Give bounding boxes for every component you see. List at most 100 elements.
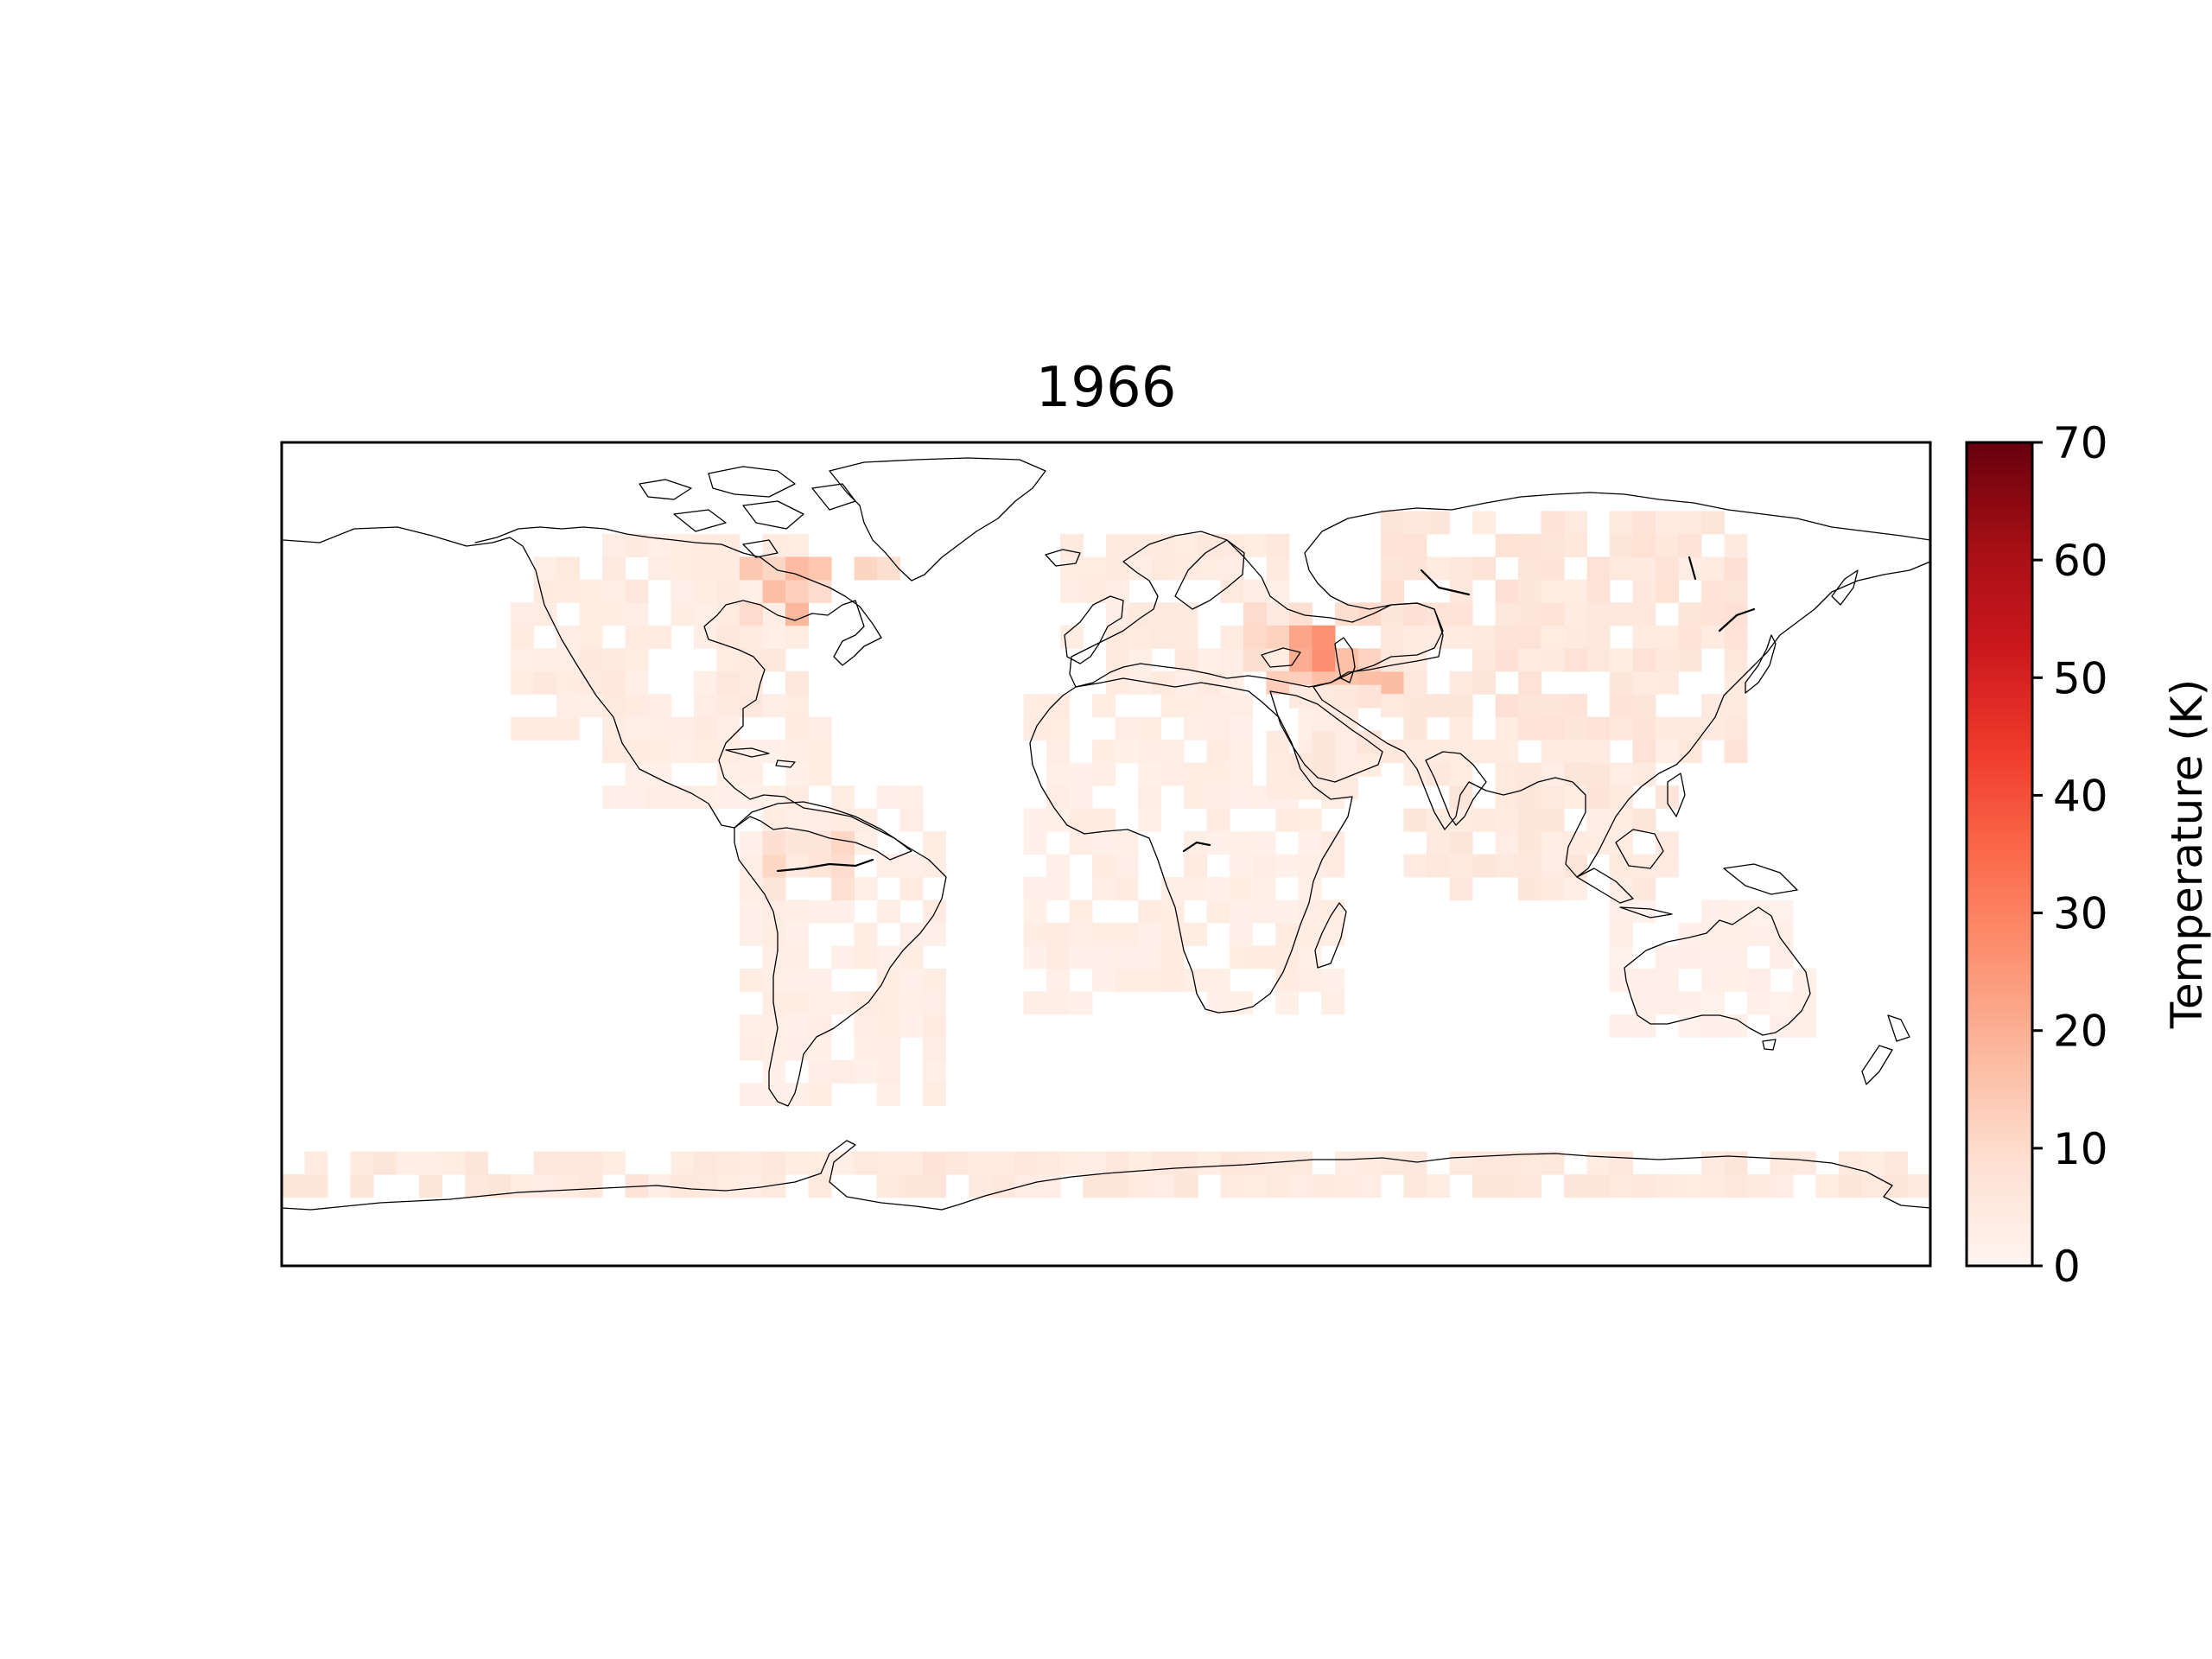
heat-cell xyxy=(1518,579,1541,603)
heat-cell xyxy=(1724,556,1748,581)
heat-cell xyxy=(1564,785,1587,810)
heat-cell xyxy=(1610,831,1633,855)
heat-cell xyxy=(1335,684,1358,709)
heat-cell xyxy=(1495,716,1519,741)
heat-cell xyxy=(1632,579,1656,603)
heat-cell xyxy=(1174,533,1198,557)
heat-cell xyxy=(785,945,809,969)
heat-cell xyxy=(1230,740,1254,764)
heat-cell xyxy=(671,1174,695,1198)
heat-cell xyxy=(1770,1014,1794,1038)
coast-australia xyxy=(1624,906,1811,1036)
heat-cell xyxy=(877,556,900,581)
heat-cell xyxy=(1092,740,1116,764)
heat-cell xyxy=(533,1174,557,1198)
heat-cell xyxy=(716,1151,741,1175)
heat-cell xyxy=(1115,877,1139,900)
heat-cell xyxy=(1610,808,1633,832)
heat-cell xyxy=(1632,694,1656,718)
heat-cell xyxy=(1770,899,1794,924)
heat-cell xyxy=(1885,1174,1908,1198)
heat-cell xyxy=(1427,694,1450,718)
heat-cell xyxy=(671,533,695,557)
heat-cell xyxy=(785,1037,809,1061)
heat-cell xyxy=(831,899,855,924)
river-amazon xyxy=(776,858,874,873)
heat-cell xyxy=(1014,1151,1038,1175)
river-asia-1 xyxy=(1420,569,1471,596)
heat-cell xyxy=(1747,991,1770,1015)
heat-cell xyxy=(1610,556,1633,581)
heat-cell xyxy=(694,533,717,557)
heat-cell xyxy=(1357,1174,1382,1198)
heat-cell xyxy=(1206,808,1230,832)
heat-cell xyxy=(1230,831,1254,855)
heat-cell xyxy=(1275,945,1300,969)
heat-cell xyxy=(1220,671,1244,695)
heat-cell xyxy=(1230,877,1254,900)
heat-cell xyxy=(1069,899,1093,924)
heat-cell xyxy=(1243,579,1267,603)
heat-cell xyxy=(1427,740,1450,764)
heat-cell xyxy=(785,556,809,581)
heat-cell xyxy=(694,1151,717,1175)
heat-cell xyxy=(1564,579,1587,603)
heat-cell xyxy=(556,556,580,581)
heat-cell xyxy=(1403,556,1427,581)
colorbar-tick-label: 70 xyxy=(2053,418,2108,468)
heat-cell xyxy=(1092,922,1116,946)
heat-cell xyxy=(1541,762,1565,786)
heat-cell xyxy=(740,831,763,855)
heat-cell xyxy=(1656,740,1679,764)
heat-cell xyxy=(854,1037,878,1061)
heat-cell xyxy=(602,694,626,718)
heat-cell xyxy=(1541,694,1565,718)
heat-cell xyxy=(1115,740,1139,764)
heat-cell xyxy=(969,1151,992,1175)
heat-cell xyxy=(1793,968,1816,992)
heat-cell xyxy=(1495,831,1519,855)
heat-cell xyxy=(1174,648,1198,672)
heat-cell xyxy=(1381,511,1404,535)
heat-cell xyxy=(762,1083,786,1107)
heat-cell xyxy=(785,785,809,810)
heat-cell xyxy=(1060,579,1084,603)
heat-cell xyxy=(1138,762,1162,786)
heat-cell xyxy=(1403,533,1427,557)
heat-cell xyxy=(785,762,809,786)
heat-cell xyxy=(1724,1151,1748,1175)
heat-cell xyxy=(1564,533,1587,557)
heat-cell xyxy=(808,556,832,581)
heat-cell xyxy=(1518,648,1541,672)
colorbar-tick-label: 30 xyxy=(2053,889,2108,939)
heat-cell xyxy=(1610,511,1633,535)
heat-cell xyxy=(1701,1151,1725,1175)
heat-cell xyxy=(785,854,809,878)
heat-cell xyxy=(923,1174,946,1198)
heat-cell xyxy=(1160,899,1185,924)
heat-cell xyxy=(923,991,946,1015)
heat-cell xyxy=(877,1037,900,1061)
heat-cell xyxy=(579,579,603,603)
heat-cell xyxy=(785,1083,809,1107)
heat-cell xyxy=(1472,556,1496,581)
heat-cell xyxy=(1184,762,1208,786)
heat-cell xyxy=(1046,716,1071,741)
heat-cell xyxy=(1793,1151,1816,1175)
heat-cell xyxy=(1564,602,1587,626)
heat-cell xyxy=(1289,625,1313,649)
heat-cell xyxy=(1381,740,1404,764)
heat-cell xyxy=(1449,740,1473,764)
heat-cell xyxy=(1427,556,1450,581)
heat-cell xyxy=(1586,785,1611,810)
heat-cell xyxy=(1449,831,1473,855)
heat-cell xyxy=(923,1014,946,1038)
heat-cell xyxy=(556,671,580,695)
heat-cell xyxy=(1701,511,1725,535)
heat-cell xyxy=(1724,968,1748,992)
heat-cell xyxy=(1701,602,1725,626)
heat-cell xyxy=(1610,762,1633,786)
heat-cell xyxy=(1174,602,1198,626)
heat-cell xyxy=(1289,648,1313,672)
heat-cell xyxy=(1184,785,1208,810)
